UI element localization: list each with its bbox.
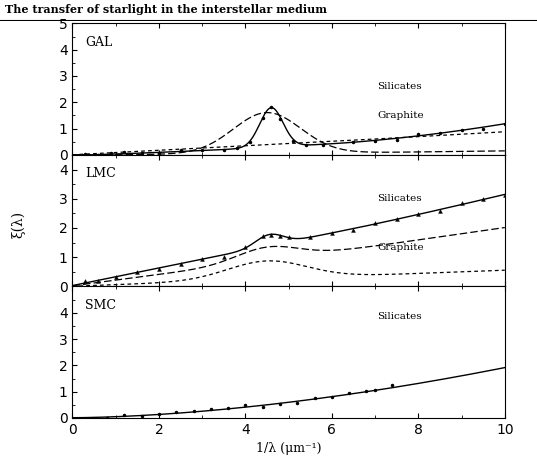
Text: Silicates: Silicates xyxy=(378,194,422,203)
Text: Silicates: Silicates xyxy=(378,312,422,321)
Text: GAL: GAL xyxy=(85,35,113,49)
Text: ξ(λ): ξ(λ) xyxy=(12,211,26,238)
Text: Graphite: Graphite xyxy=(378,111,424,120)
Text: The transfer of starlight in the interstellar medium: The transfer of starlight in the interst… xyxy=(5,4,328,15)
Text: SMC: SMC xyxy=(85,299,117,312)
Text: Graphite: Graphite xyxy=(378,242,424,252)
Text: Silicates: Silicates xyxy=(378,82,422,91)
X-axis label: 1/λ (μm⁻¹): 1/λ (μm⁻¹) xyxy=(256,442,321,455)
Text: LMC: LMC xyxy=(85,167,116,180)
